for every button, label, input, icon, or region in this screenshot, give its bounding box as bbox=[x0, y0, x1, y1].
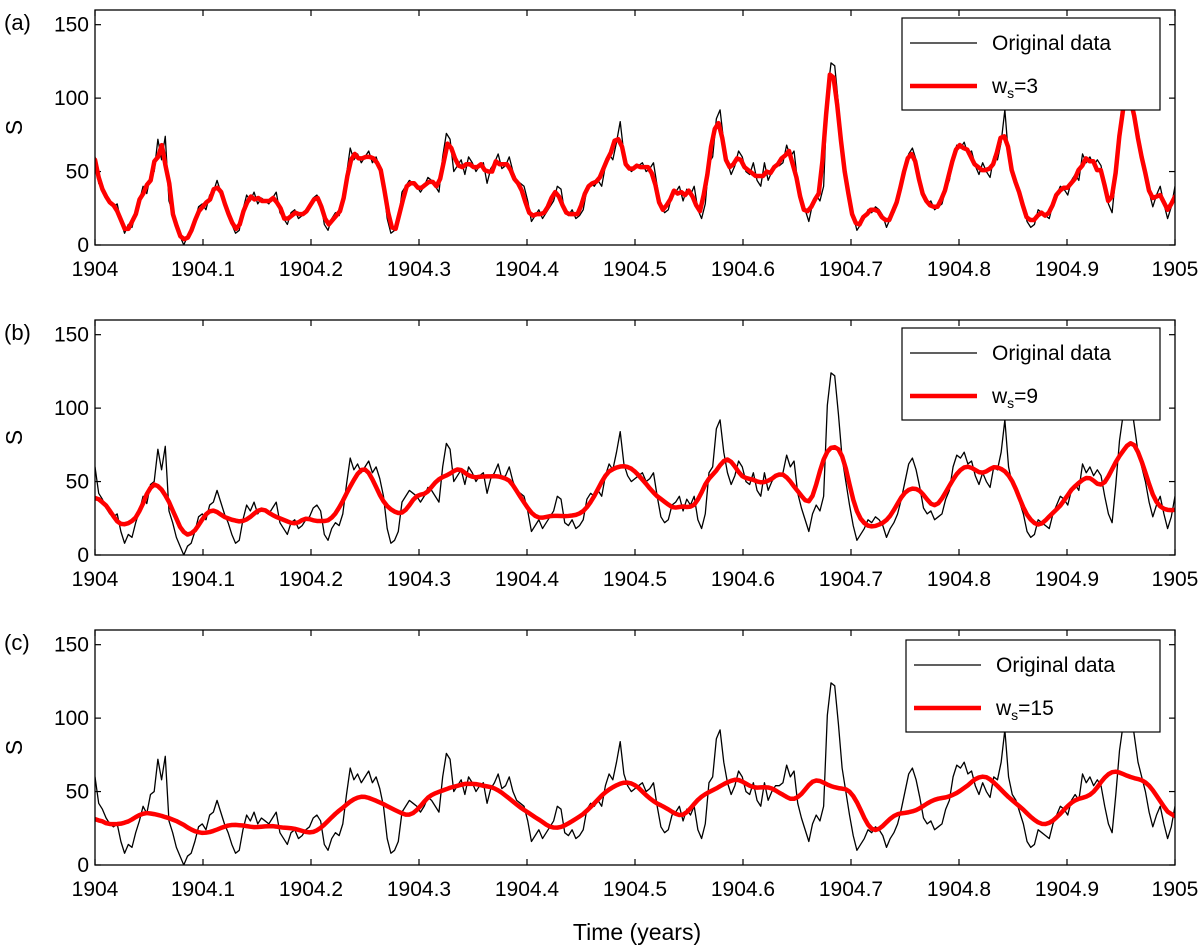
x-tick-label: 1904.6 bbox=[711, 258, 775, 281]
series-original-data bbox=[95, 682, 1175, 865]
legend: Original data ws=9 bbox=[901, 327, 1161, 421]
panel-c: 1904 1904.1 1904.2 1904.3 1904.4 1904.5 1904.6… bbox=[1, 629, 1199, 901]
plot-frame bbox=[94, 9, 1176, 246]
y-tick-label: 100 bbox=[54, 87, 89, 110]
legend-box bbox=[901, 17, 1161, 111]
x-tick-label: 1904.2 bbox=[279, 568, 343, 591]
x-tick-label: 1905 bbox=[1152, 568, 1199, 591]
y-axis-label: S bbox=[1, 120, 27, 135]
x-tick-label: 1905 bbox=[1152, 258, 1199, 281]
legend: Original data ws=15 bbox=[905, 639, 1161, 733]
y-tick-label: 150 bbox=[54, 634, 89, 657]
panel-label: (c) bbox=[4, 630, 30, 655]
x-tick-label: 1905 bbox=[1152, 878, 1199, 901]
x-tick-label: 1904.5 bbox=[603, 878, 667, 901]
y-tick-label: 0 bbox=[77, 234, 89, 257]
series-smoothed bbox=[95, 72, 1175, 242]
x-tick-label: 1904.7 bbox=[819, 878, 883, 901]
x-tick-label: 1904.2 bbox=[279, 258, 343, 281]
legend-label-original: Original data bbox=[992, 342, 1111, 365]
panel-label: (a) bbox=[4, 10, 31, 35]
legend-label-smoothed: ws=3 bbox=[991, 75, 1038, 101]
y-tick-label: 100 bbox=[54, 397, 89, 420]
x-tick-label: 1904.9 bbox=[1035, 568, 1099, 591]
legend-label-smoothed: ws=15 bbox=[995, 697, 1054, 723]
legend-box bbox=[901, 327, 1161, 421]
y-tick-label: 150 bbox=[54, 14, 89, 37]
legend-label-smoothed: ws=9 bbox=[991, 385, 1038, 411]
x-tick-label: 1904.8 bbox=[927, 878, 991, 901]
panel-a: 1904 1904.1 1904.2 1904.3 1904.4 1904.5 1904.6… bbox=[1, 9, 1199, 281]
panel-label: (b) bbox=[4, 320, 31, 345]
legend-box bbox=[905, 639, 1161, 733]
x-tick-label: 1904.4 bbox=[495, 878, 560, 901]
x-tick-label: 1904.1 bbox=[171, 878, 235, 901]
panel-b: 1904 1904.1 1904.2 1904.3 1904.4 1904.5 1904.6… bbox=[1, 319, 1199, 591]
y-tick-label: 0 bbox=[77, 544, 89, 567]
x-tick-label: 1904.7 bbox=[819, 258, 883, 281]
legend-label-original: Original data bbox=[996, 654, 1115, 677]
x-tick-label: 1904.1 bbox=[171, 568, 235, 591]
x-tick-label: 1904.3 bbox=[387, 568, 451, 591]
plot-frame bbox=[94, 629, 1176, 866]
x-tick-label: 1904.1 bbox=[171, 258, 235, 281]
x-tick-label: 1904.8 bbox=[927, 568, 991, 591]
x-tick-label: 1904.3 bbox=[387, 878, 451, 901]
y-tick-label: 50 bbox=[66, 471, 89, 494]
x-tick-label: 1904.3 bbox=[387, 258, 451, 281]
y-axis-label: S bbox=[1, 740, 27, 755]
x-tick-label: 1904.7 bbox=[819, 568, 883, 591]
y-tick-label: 50 bbox=[66, 161, 89, 184]
series-smoothed bbox=[95, 441, 1175, 537]
y-tick-label: 0 bbox=[77, 854, 89, 877]
y-axis-label: S bbox=[1, 430, 27, 445]
y-tick-label: 150 bbox=[54, 324, 89, 347]
legend-label-original: Original data bbox=[992, 32, 1111, 55]
x-tick-label: 1904 bbox=[72, 878, 119, 901]
x-axis-label: Time (years) bbox=[573, 919, 701, 945]
x-tick-label: 1904.6 bbox=[711, 568, 775, 591]
series-smoothed bbox=[95, 769, 1175, 836]
x-tick-label: 1904.6 bbox=[711, 878, 775, 901]
x-tick-label: 1904.4 bbox=[495, 568, 560, 591]
x-tick-label: 1904.2 bbox=[279, 878, 343, 901]
x-tick-label: 1904.9 bbox=[1035, 878, 1099, 901]
x-tick-label: 1904.5 bbox=[603, 568, 667, 591]
y-tick-label: 100 bbox=[54, 707, 89, 730]
y-tick-label: 50 bbox=[66, 781, 89, 804]
x-tick-label: 1904.5 bbox=[603, 258, 667, 281]
x-tick-label: 1904.9 bbox=[1035, 258, 1099, 281]
legend: Original data ws=3 bbox=[901, 17, 1161, 111]
x-tick-label: 1904.8 bbox=[927, 258, 991, 281]
plot-frame bbox=[94, 319, 1176, 556]
x-tick-label: 1904.4 bbox=[495, 258, 560, 281]
x-tick-label: 1904 bbox=[72, 568, 119, 591]
x-tick-label: 1904 bbox=[72, 258, 119, 281]
